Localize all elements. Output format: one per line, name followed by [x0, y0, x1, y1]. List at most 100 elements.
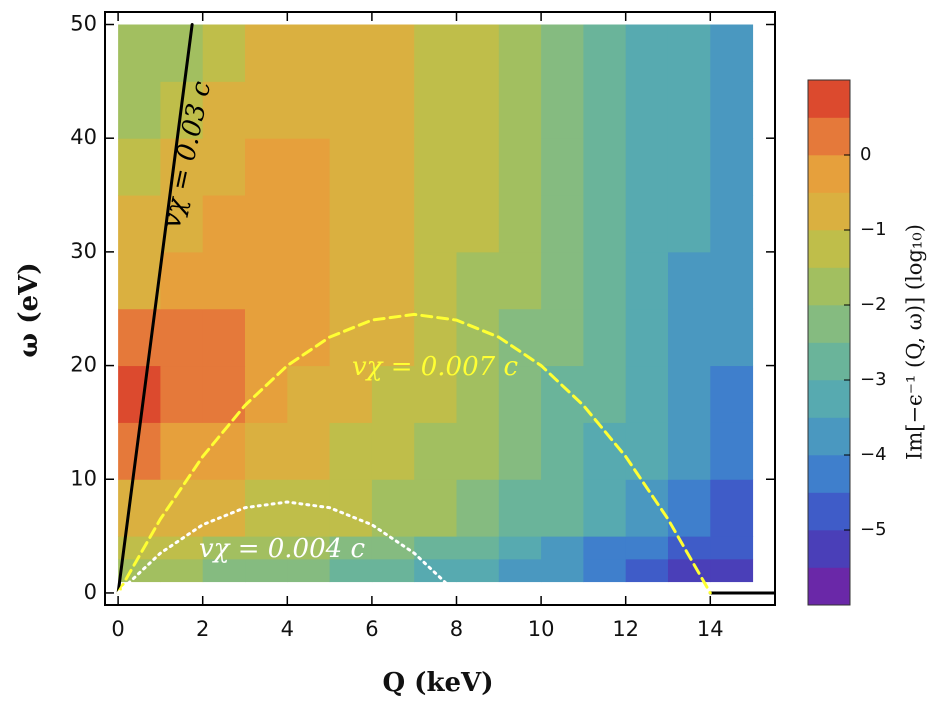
heat-cell: [456, 81, 500, 139]
heat-cell: [245, 308, 288, 367]
heat-cell: [329, 81, 373, 139]
y-tick-label: 50: [70, 12, 97, 36]
heat-cell: [456, 24, 500, 82]
heat-cell: [371, 479, 415, 537]
heat-cell: [202, 24, 246, 82]
heat-cell: [541, 422, 584, 480]
heat-cell: [245, 536, 288, 560]
heat-cell: [160, 365, 204, 423]
heat-cell: [287, 251, 331, 310]
heat-cell: [583, 479, 627, 537]
x-tick-label: 0: [111, 617, 124, 641]
heat-cell: [329, 479, 373, 537]
heat-cell: [667, 138, 711, 196]
heat-cell: [710, 195, 754, 253]
heat-cell: [160, 422, 204, 480]
x-tick-label: 14: [697, 617, 724, 641]
heat-cell: [583, 195, 627, 253]
y-tick-label: 10: [70, 466, 97, 490]
x-tick-label: 8: [450, 617, 463, 641]
heat-cell: [245, 365, 288, 423]
heat-cell: [583, 251, 627, 310]
heat-cell: [287, 81, 331, 139]
colorbar-band: [808, 455, 850, 493]
x-tick-label: 10: [528, 617, 555, 641]
heat-cell: [498, 365, 542, 423]
heat-cell: [160, 536, 204, 560]
heat-cell: [202, 138, 246, 196]
heat-cell: [667, 308, 711, 367]
heat-cell: [710, 365, 754, 423]
heat-cell: [498, 24, 542, 82]
heat-cell: [414, 536, 457, 560]
colorbar-band: [808, 567, 850, 606]
heat-cell: [329, 24, 373, 82]
heat-cell: [414, 558, 457, 583]
heat-cell: [414, 308, 457, 367]
heat-cell: [710, 308, 754, 367]
heat-cell: [667, 81, 711, 139]
heat-cell: [371, 195, 415, 253]
heat-cell: [667, 195, 711, 253]
colorbar-band: [808, 342, 850, 381]
heat-cell: [710, 24, 754, 82]
heat-cell: [329, 558, 373, 583]
y-axis-label: ω (eV): [14, 262, 44, 357]
heat-cell: [541, 138, 584, 196]
colorbar-band: [808, 267, 850, 306]
heat-cell: [541, 308, 584, 367]
heat-cell: [414, 81, 457, 139]
heat-cell: [667, 24, 711, 82]
heat-cell: [371, 138, 415, 196]
heat-cell: [329, 536, 373, 560]
heat-cell: [287, 24, 331, 82]
curve: [116, 500, 458, 595]
heat-cell: [498, 308, 542, 367]
curve: [116, 23, 194, 595]
heat-cell: [583, 138, 627, 196]
heat-cell: [160, 24, 204, 82]
heat-cell: [414, 251, 457, 310]
heat-cell: [498, 195, 542, 253]
heat-cell: [583, 81, 627, 139]
heat-cell: [371, 24, 415, 82]
heat-cell: [245, 81, 288, 139]
heat-cell: [287, 195, 331, 253]
heat-cell: [625, 308, 669, 367]
heat-cell: [414, 138, 457, 196]
heat-cell: [202, 536, 246, 560]
heat-cell: [456, 251, 500, 310]
heat-cell: [710, 138, 754, 196]
curve: [116, 312, 712, 595]
heat-cell: [625, 81, 669, 139]
heat-cell: [667, 479, 711, 537]
x-axis-label: Q (keV): [382, 668, 493, 698]
heat-cell: [710, 479, 754, 537]
heat-cell: [245, 558, 288, 583]
heat-cell: [160, 251, 204, 310]
heat-cell: [667, 558, 711, 583]
y-tick-label: 20: [70, 353, 97, 377]
heat-cell: [245, 138, 288, 196]
heat-cell: [667, 536, 711, 560]
plot-frame: [104, 11, 776, 606]
heat-cell: [414, 479, 457, 537]
heat-cell: [583, 308, 627, 367]
heat-cell: [498, 558, 542, 583]
colorbar-tick-label: 0: [860, 144, 871, 165]
heat-cell: [625, 365, 669, 423]
heat-cell: [498, 479, 542, 537]
heat-cell: [414, 365, 457, 423]
heat-cell: [371, 536, 415, 560]
colorbar-band: [808, 305, 850, 343]
heat-cell: [287, 422, 331, 480]
colorbar-band: [808, 117, 850, 156]
heat-cell: [329, 365, 373, 423]
heat-cell: [371, 251, 415, 310]
heat-cell: [371, 422, 415, 480]
heat-cell: [625, 558, 669, 583]
heat-cell: [583, 536, 627, 560]
heat-cell: [202, 251, 246, 310]
colorbar-band: [808, 492, 850, 531]
